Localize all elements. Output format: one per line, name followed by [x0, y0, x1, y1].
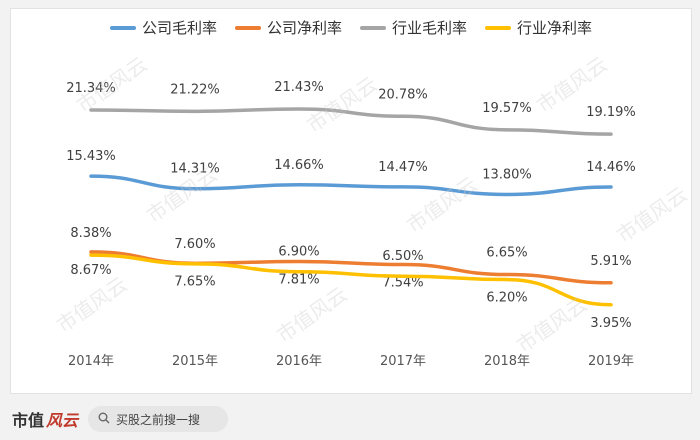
- legend-label: 行业净利率: [517, 19, 593, 37]
- data-label: 5.91%: [590, 254, 631, 269]
- legend-label: 公司毛利率: [141, 19, 217, 37]
- data-label: 7.81%: [278, 273, 319, 288]
- data-label: 6.90%: [278, 245, 319, 260]
- legend-label: 公司净利率: [266, 19, 342, 37]
- data-label: 21.34%: [66, 81, 116, 96]
- legend-swatch: [485, 25, 512, 30]
- series-line: [89, 253, 613, 307]
- brand-mark: 风云: [46, 411, 79, 430]
- x-tick-label: 2016年: [276, 354, 322, 369]
- data-label: 8.67%: [70, 263, 111, 278]
- legend-label: 行业毛利率: [392, 19, 468, 37]
- data-label: 8.38%: [70, 226, 111, 241]
- data-label: 14.31%: [170, 162, 220, 177]
- data-label: 14.46%: [586, 160, 636, 175]
- series-line: [89, 107, 613, 136]
- x-tick-label: 2019年: [588, 354, 634, 369]
- series-line: [89, 250, 613, 285]
- x-tick-label: 2017年: [380, 354, 426, 369]
- legend-swatch: [109, 25, 136, 30]
- chart-legend: 公司毛利率 公司净利率 行业毛利率 行业净利率: [11, 17, 691, 38]
- search-placeholder: 买股之前搜一搜: [116, 412, 201, 427]
- x-tick-label: 2018年: [484, 354, 530, 369]
- data-label: 6.65%: [486, 246, 527, 261]
- series-line: [89, 174, 613, 197]
- data-label: 3.95%: [590, 316, 631, 331]
- data-label: 7.65%: [174, 274, 215, 289]
- data-label: 20.78%: [378, 87, 428, 102]
- legend-item: 公司毛利率: [109, 17, 217, 38]
- search-box[interactable]: 买股之前搜一搜: [88, 406, 229, 432]
- footer-bar: 市值 风云 买股之前搜一搜: [0, 398, 700, 440]
- legend-item: 行业毛利率: [360, 17, 467, 38]
- data-label: 6.50%: [382, 249, 423, 264]
- legend-swatch: [360, 25, 386, 30]
- data-label: 19.57%: [482, 101, 532, 116]
- data-label: 14.66%: [274, 158, 324, 173]
- data-label: 14.47%: [378, 160, 428, 175]
- line-chart: 2014年 2015年 2016年 2017年 2018年 2019年 15.43% 14.3…: [66, 80, 636, 369]
- search-icon: [98, 412, 110, 427]
- legend-item: 行业净利率: [485, 17, 592, 38]
- x-tick-label: 2014年: [68, 354, 114, 369]
- legend-item: 公司净利率: [234, 17, 342, 38]
- data-label: 7.60%: [174, 237, 215, 252]
- data-label: 21.43%: [274, 80, 324, 95]
- x-tick-label: 2015年: [172, 354, 218, 369]
- brand-logo: 市值 风云: [12, 407, 78, 431]
- data-label: 6.20%: [486, 291, 527, 306]
- data-label: 15.43%: [66, 149, 116, 164]
- data-label: 7.54%: [382, 276, 423, 291]
- brand-name: 市值: [12, 411, 45, 430]
- chart-card: 2014年 2015年 2016年 2017年 2018年 2019年 15.43% 14.3…: [10, 8, 692, 394]
- data-label: 19.19%: [586, 105, 636, 120]
- data-label: 13.80%: [482, 167, 532, 182]
- data-label: 21.22%: [170, 82, 220, 97]
- legend-swatch: [234, 25, 261, 30]
